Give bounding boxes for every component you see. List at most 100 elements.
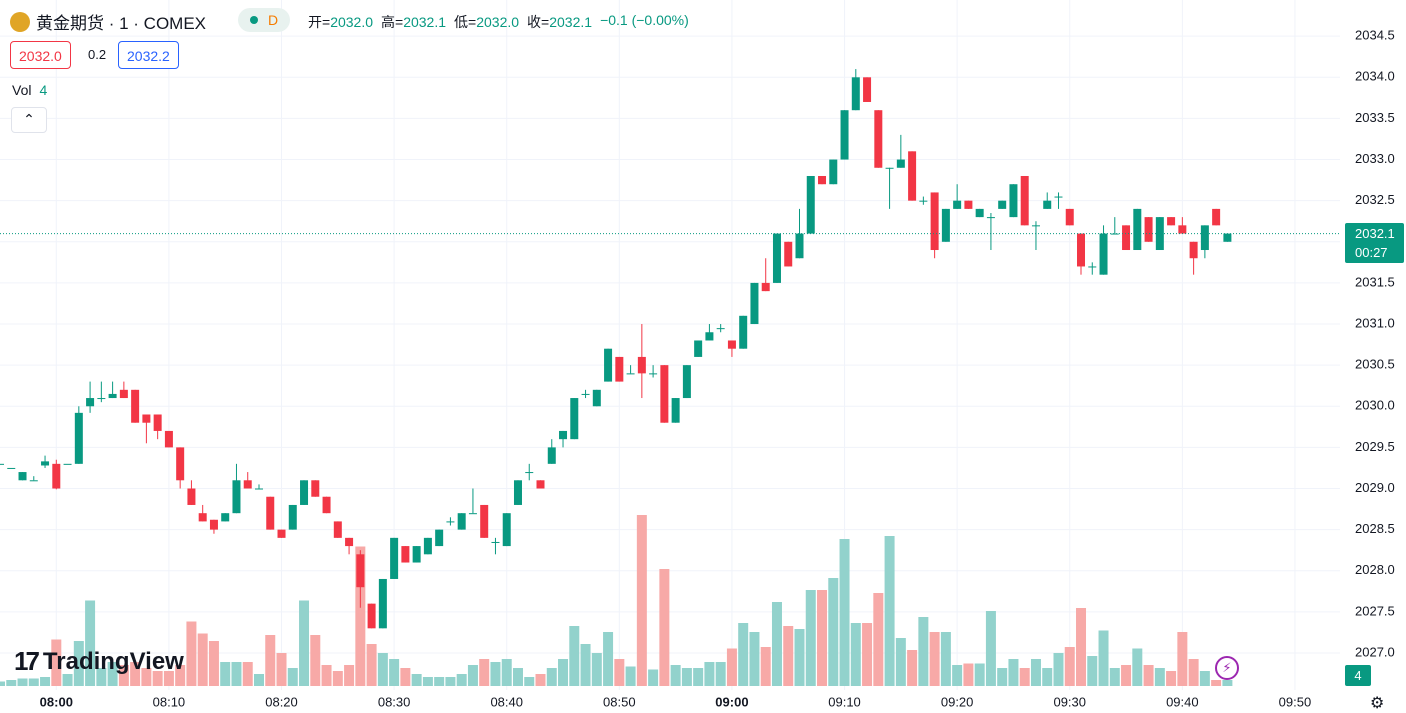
volume-bar [670,665,681,686]
candle-body [480,504,489,538]
volume-bar [85,600,96,686]
volume-bar [693,668,704,686]
volume-bar [28,678,39,686]
volume-bar [603,632,614,686]
logo[interactable]: 17 TradingView [14,646,184,677]
x-tick-label: 09:20 [941,694,974,709]
candles [0,69,1232,629]
volume-bar [1087,656,1098,686]
x-tick-label: 09:40 [1166,694,1199,709]
collapse-button[interactable]: ⌃ [11,107,47,133]
candle-body [7,467,16,469]
ohlc-label: 收= [527,14,550,30]
candle-body [412,546,421,563]
volume-bar [130,662,141,686]
y-tick-label: 2028.0 [1355,562,1395,577]
ohlc-item: 低=2032.0 [454,12,519,32]
candle-body [998,200,1007,209]
candle-body [0,463,4,465]
sell-button[interactable]: 2032.0 [10,41,71,69]
candle-body [1020,175,1029,226]
candle-body [322,496,331,514]
volume-bar [715,662,726,686]
badge: D [267,12,279,28]
candle-body [660,365,669,423]
volume-bar [422,677,433,686]
volume-bar [107,662,118,686]
candle-body [288,504,297,530]
candle-body [1212,208,1221,226]
volume-bar [771,602,782,686]
volume-bar [1008,659,1019,686]
volume-bar [681,668,692,686]
settings-button[interactable]: ⚙ [1370,695,1385,712]
y-tick-label: 2028.5 [1355,521,1395,536]
buy-button[interactable]: 2032.2 [118,41,179,69]
candle-body [964,200,973,209]
candle-body [435,529,444,547]
status-pill[interactable]: D [238,8,290,32]
volume-bar [569,626,580,686]
volume-bar [614,659,625,686]
volume-bar [907,650,918,686]
candle-body [615,356,624,382]
candle-body [750,282,759,325]
volume-bar [118,665,129,686]
candle-body [176,447,185,481]
volume-bar [952,665,963,686]
candle-body [18,472,27,481]
candle-body [52,463,61,489]
volume-bar [1199,671,1210,686]
volume-bar [287,668,298,686]
volume-bar [152,671,163,686]
volume-bar [1188,659,1199,686]
volume-bar [501,659,512,686]
volume-bar [456,674,467,686]
volume-bar [51,639,62,686]
candle-body [29,480,38,482]
volume-bar [355,546,366,686]
volume-bar [220,662,231,686]
ohlc-label: 高= [381,14,404,30]
y-tick-label: 2034.0 [1355,69,1395,84]
volume-bar [1076,608,1087,686]
candle-body [1077,233,1086,267]
volume-bar [1211,680,1222,686]
candle-body [784,241,793,267]
volume-bar [783,626,794,686]
volume-bar [546,668,557,686]
candle-body [930,192,939,251]
volume-bar [580,644,591,686]
candle-body [378,578,387,629]
volume-bar [794,629,805,686]
volume-bar [805,590,816,686]
volume-bar [490,662,501,686]
candle-body [626,373,635,375]
volume-value: 4 [39,82,48,98]
candle-body [243,480,252,489]
y-tick-label: 2034.5 [1355,28,1395,43]
symbol[interactable]: 黄金期货 · 1 · COMEX [36,14,207,33]
candle-body [840,110,849,160]
volume-tag: 4 [1345,665,1371,686]
y-tick-label: 2033.0 [1355,151,1395,166]
candle-body [1155,217,1164,251]
candle-body [829,159,838,185]
y-tick-label: 2031.0 [1355,315,1395,330]
x-tick-label: 09:30 [1053,694,1086,709]
candle-body [1144,217,1153,242]
candle-body [232,480,241,514]
volume-bar [332,671,343,686]
candle-body [1167,217,1176,226]
volume-bar [163,671,174,686]
candle-body [1054,196,1063,198]
lightning-button[interactable]: ⚡ [1215,656,1239,680]
volume-bar [625,666,636,686]
x-tick-label: 08:20 [265,694,298,709]
volume-bar [40,677,51,686]
volume-bar [321,665,332,686]
candle-body [468,513,477,515]
candle-body [772,233,781,283]
ohlc-item: 收=2032.1 [527,12,592,32]
